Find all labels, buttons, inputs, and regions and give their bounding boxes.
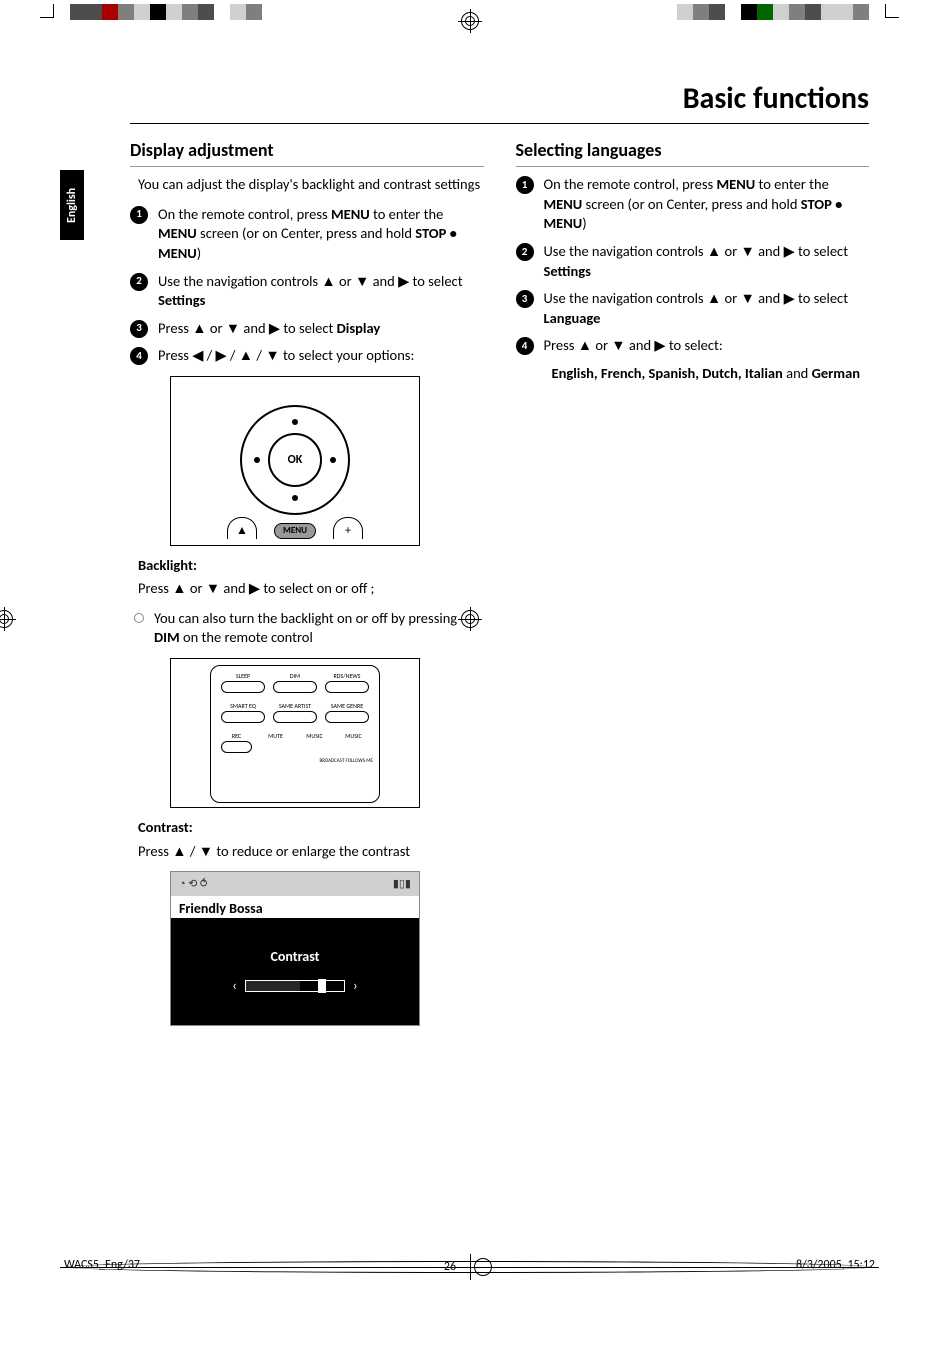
page: Basic functions English Display adjustme…: [0, 30, 939, 1300]
color-bar-left: [70, 4, 262, 20]
step: 3 Press ▲ or ▼ and ▶ to select Display: [130, 319, 484, 339]
figure-ok-pad: OK ▲ + MENU: [170, 376, 420, 546]
step-number-badge: 1: [516, 176, 534, 194]
step: 2 Use the navigation controls ▲ or ▼ and …: [516, 242, 870, 281]
display-intro: You can adjust the display's backlight a…: [138, 175, 484, 195]
print-marks-top: [0, 0, 939, 30]
step: 4 Press ◀ / ▶ / ▲ / ▼ to select your opti…: [130, 346, 484, 366]
section-heading-languages: Selecting languages: [516, 138, 870, 167]
contrast-text: Press ▲ / ▼ to reduce or enlarge the con…: [138, 842, 484, 862]
registration-mark-right: [461, 610, 479, 628]
ok-button-label: OK: [268, 433, 322, 487]
section-heading-display: Display adjustment: [130, 138, 484, 167]
step-number-badge: 2: [130, 273, 148, 291]
right-column: Selecting languages 1 On the remote contr…: [516, 134, 870, 1036]
step-number-badge: 3: [130, 320, 148, 338]
step-text: Press ▲ or ▼ and ▶ to select Display: [158, 319, 484, 339]
step-text: Press ◀ / ▶ / ▲ / ▼ to select your optio…: [158, 346, 484, 366]
figure-remote-keys: SLEEP DIM RDS/NEWS SMART EQ SAME ARTIST …: [170, 658, 420, 808]
step: 4 Press ▲ or ▼ and ▶ to select:: [516, 336, 870, 356]
step-text: Use the navigation controls ▲ or ▼ and ▶…: [544, 242, 870, 281]
step: 2 Use the navigation controls ▲ or ▼ and …: [130, 272, 484, 311]
contrast-slider: ‹ ›: [232, 977, 358, 996]
registration-mark-top: [461, 12, 479, 30]
figure-contrast-screen: ◔ ⟲ ⥀ ▮▯▮ Friendly Bossa Contrast ‹ ›: [170, 871, 420, 1026]
backlight-line2: You can also turn the backlight on or of…: [154, 609, 484, 648]
bullet-icon: [134, 613, 144, 623]
content-columns: Display adjustment You can adjust the di…: [130, 134, 869, 1036]
contrast-label: Contrast: [270, 948, 319, 967]
step-text: Press ▲ or ▼ and ▶ to select:: [544, 336, 870, 356]
chapter-title: Basic functions: [130, 80, 869, 124]
step-number-badge: 3: [516, 290, 534, 308]
registration-mark-left: [0, 610, 13, 628]
plus-icon: +: [333, 517, 363, 539]
menu-button-label: MENU: [274, 523, 316, 539]
left-column: Display adjustment You can adjust the di…: [130, 134, 484, 1036]
step: 1 On the remote control, press MENU to en…: [130, 205, 484, 264]
step-number-badge: 1: [130, 206, 148, 224]
color-bar-right: [677, 4, 869, 20]
slider-right-icon: ›: [353, 977, 358, 996]
step-text: Use the navigation controls ▲ or ▼ and ▶…: [544, 289, 870, 328]
slider-left-icon: ‹: [232, 977, 237, 996]
page-footer: WACS5_Eng/37 26 8/3/2005, 15:12: [64, 1258, 875, 1276]
step-text: On the remote control, press MENU to ent…: [544, 175, 870, 234]
signal-icon: ▮▯▮: [393, 877, 411, 892]
backlight-bullet: You can also turn the backlight on or of…: [130, 609, 484, 648]
step-text: On the remote control, press MENU to ent…: [158, 205, 484, 264]
scroll-up-icon: ▲: [227, 517, 257, 539]
backlight-heading: Backlight:: [138, 556, 484, 576]
contrast-heading: Contrast:: [138, 818, 484, 838]
step-number-badge: 4: [130, 347, 148, 365]
step-number-badge: 4: [516, 337, 534, 355]
step-number-badge: 2: [516, 243, 534, 261]
registration-mark-footer: [474, 1258, 492, 1276]
step: 1 On the remote control, press MENU to en…: [516, 175, 870, 234]
language-tab: English: [60, 170, 84, 240]
step-text: Use the navigation controls ▲ or ▼ and ▶…: [158, 272, 484, 311]
backlight-line1: Press ▲ or ▼ and ▶ to select on or off ;: [138, 579, 484, 599]
language-result: English, French, Spanish, Dutch, Italian…: [552, 364, 870, 384]
status-icons: ◔ ⟲ ⥀: [179, 877, 207, 892]
step: 3 Use the navigation controls ▲ or ▼ and …: [516, 289, 870, 328]
